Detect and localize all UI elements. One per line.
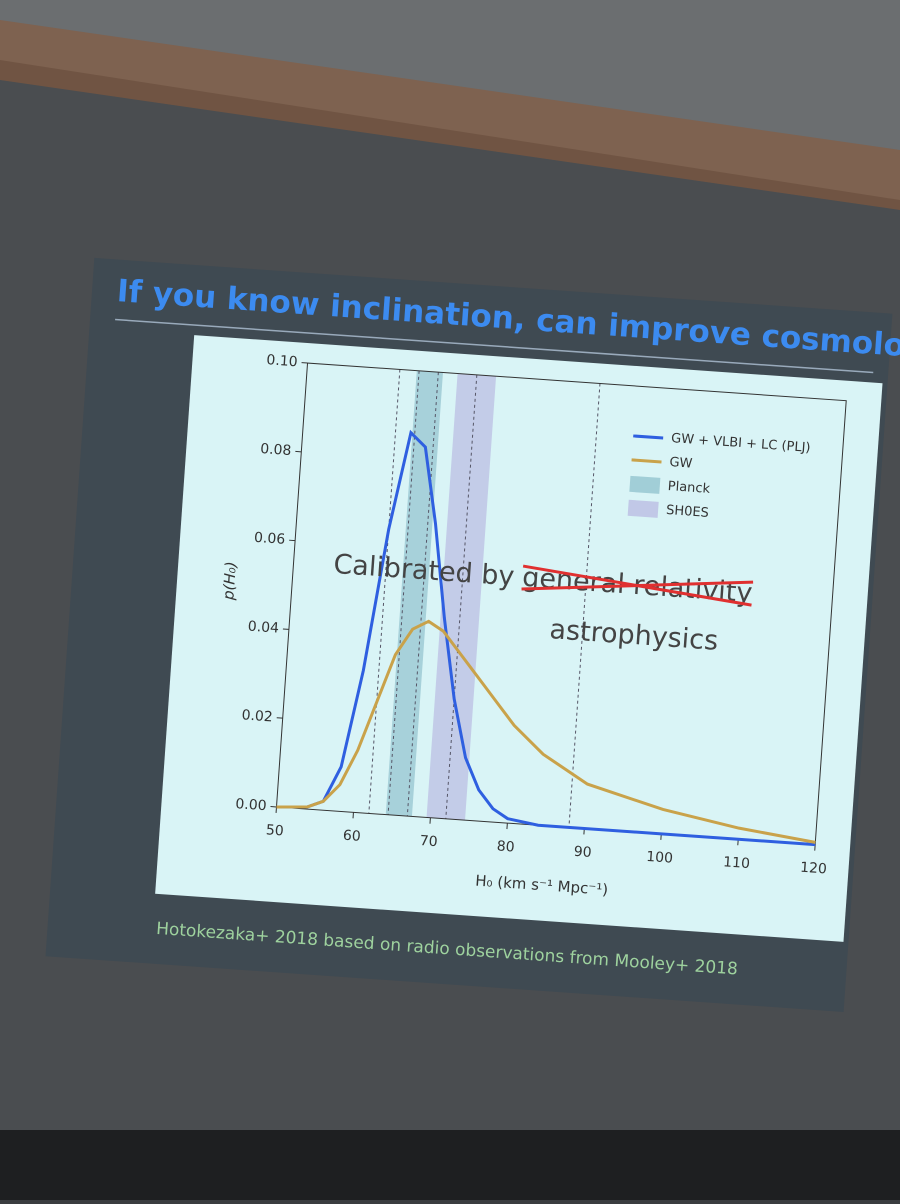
y-tick-label: 0.08 [260,441,292,459]
legend-swatch [628,500,659,518]
x-tick-label: 50 [265,822,284,839]
y-tick-label: 0.06 [253,530,285,548]
y-tick-label: 0.02 [241,707,273,725]
legend-swatch [629,476,660,494]
x-tick-label: 110 [723,854,751,872]
legend-label: SH0ES [666,503,710,521]
floor [0,1130,900,1200]
x-tick-label: 100 [646,849,674,867]
y-tick-label: 0.00 [235,796,267,814]
legend-label: Planck [667,479,711,497]
y-tick-label: 0.10 [266,352,298,370]
slide: If you know inclination, can improve cos… [46,258,900,1016]
x-tick-label: 70 [419,833,438,850]
x-tick-label: 120 [800,860,828,878]
chart-bg [155,335,882,942]
x-tick-label: 90 [573,844,592,861]
x-tick-label: 60 [342,828,361,845]
y-tick-label: 0.04 [247,619,279,637]
legend-label: GW [669,455,693,472]
legend-swatch [633,436,663,438]
x-tick-label: 80 [496,838,515,855]
legend-swatch [632,460,662,462]
y-axis-label: p(H₀) [219,561,240,602]
